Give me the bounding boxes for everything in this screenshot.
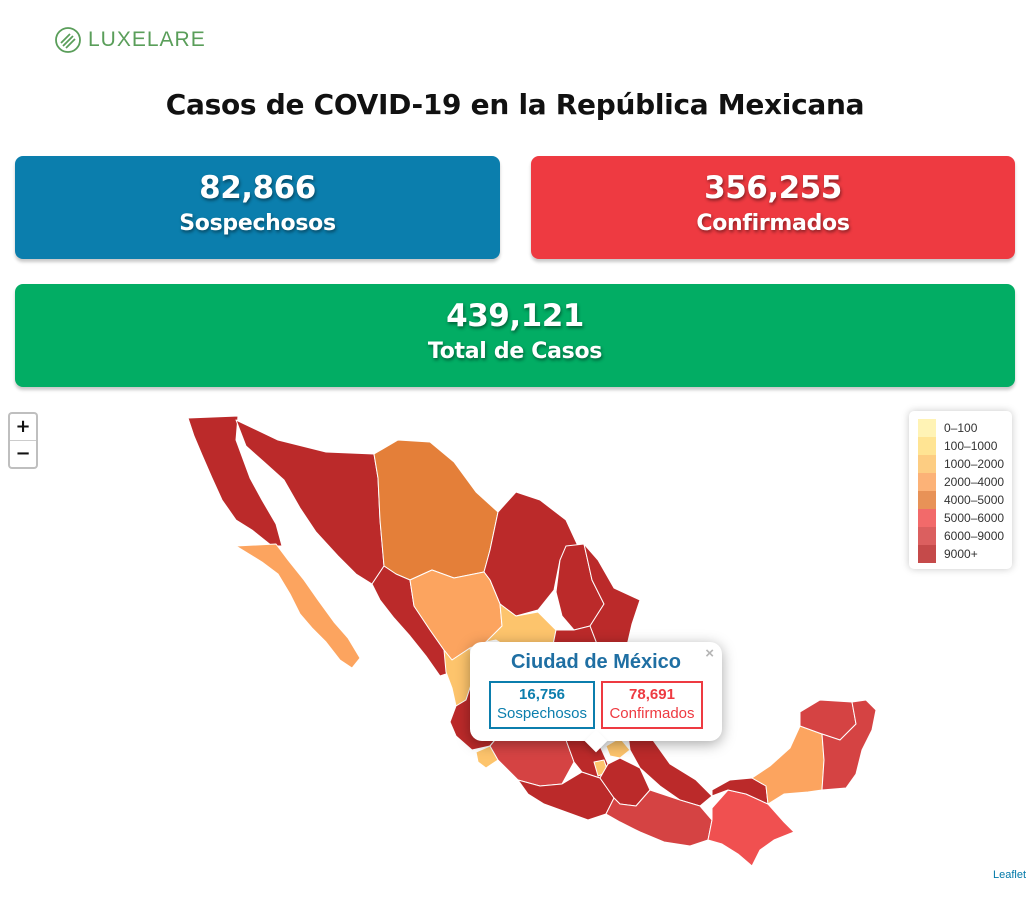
card-sospechosos: 82,866 Sospechosos [15,156,500,259]
sospechosos-label: Sospechosos [179,211,336,236]
state-chiapas[interactable] [707,789,795,867]
confirmados-count: 356,255 [704,170,842,206]
legend-item: 9000+ [918,545,1012,563]
total-label: Total de Casos [427,339,603,364]
popup-state-name: Ciudad de México [510,651,682,673]
popup-stats: 16,756 Sospechosos 78,691 Confirmados [470,681,722,729]
popup-sospechosos-count: 16,756 [519,686,565,703]
legend-item: 6000–9000 [918,527,1012,545]
map-legend: 0–100 100–1000 1000–2000 2000–4000 4000–… [909,411,1012,569]
legend-swatch [918,527,936,545]
zoom-in-button[interactable]: + [10,414,36,441]
state-quintana-roo[interactable] [821,699,877,791]
legend-swatch [918,491,936,509]
confirmados-label: Confirmados [696,211,850,236]
total-count: 439,121 [446,298,584,334]
legend-label: 4000–5000 [944,493,1005,507]
legend-swatch [918,545,936,563]
sospechosos-count: 82,866 [199,170,316,206]
popup-confirmados-count: 78,691 [629,686,675,703]
state-sonora[interactable] [235,419,385,585]
legend-label: 9000+ [944,547,978,561]
legend-swatch [918,509,936,527]
luxelare-logo-icon [55,27,81,53]
popup-confirmados-label: Confirmados [609,705,695,722]
popup-sospechosos-box: 16,756 Sospechosos [489,681,595,729]
state-colima[interactable] [475,745,499,769]
legend-item: 100–1000 [918,437,1012,455]
popup-close-button[interactable]: × [705,645,714,662]
zoom-out-button[interactable]: − [15,443,31,464]
legend-item: 0–100 [918,419,1012,437]
brand-logo[interactable]: LUXELARE [54,26,206,54]
legend-label: 2000–4000 [944,475,1005,489]
legend-swatch [918,419,936,437]
mexico-map[interactable] [0,400,1030,880]
legend-item: 5000–6000 [918,509,1012,527]
legend-label: 5000–6000 [944,511,1005,525]
state-hidalgo[interactable] [605,737,631,759]
page-title: Casos de COVID-19 en la República Mexica… [165,88,865,121]
popup-confirmados-box: 78,691 Confirmados [601,681,703,729]
popup-sospechosos-label: Sospechosos [496,705,588,722]
state-chihuahua[interactable] [373,439,499,581]
legend-label: 6000–9000 [944,529,1005,543]
legend-label: 0–100 [944,421,978,435]
map-zoom-control: + − [8,412,38,469]
legend-swatch [918,473,936,491]
legend-item: 4000–5000 [918,491,1012,509]
legend-swatch [918,455,936,473]
state-popup: × Ciudad de México 16,756 Sospechosos 78… [470,642,722,753]
gulf-of-california-outline [250,452,282,524]
state-baja-california-sur[interactable] [235,543,361,669]
card-confirmados: 356,255 Confirmados [531,156,1015,259]
card-total: 439,121 Total de Casos [15,284,1015,387]
legend-swatch [918,437,936,455]
brand-name: LUXELARE [88,28,206,51]
legend-item: 2000–4000 [918,473,1012,491]
legend-item: 1000–2000 [918,455,1012,473]
legend-label: 1000–2000 [944,457,1005,471]
legend-label: 100–1000 [944,439,998,453]
leaflet-attribution-link[interactable]: Leaflet [992,869,1026,881]
